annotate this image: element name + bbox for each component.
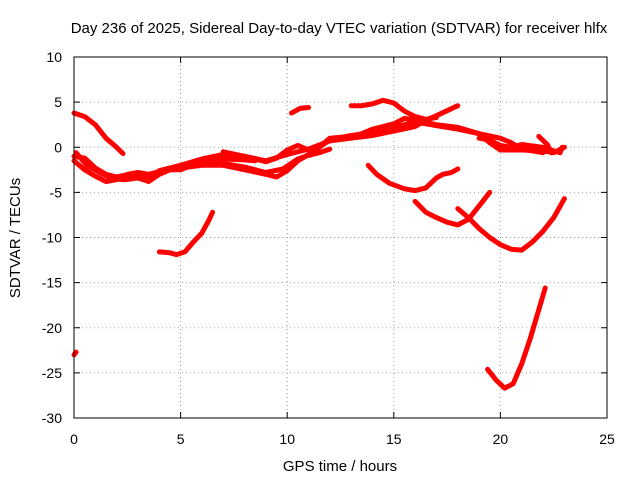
y-tick-label: -15 bbox=[42, 275, 62, 291]
y-tick-label: -10 bbox=[42, 230, 62, 246]
y-tick-labels: 10 5 0 -5 -10 -15 -20 -25 -30 bbox=[42, 49, 62, 426]
x-tick-label: 20 bbox=[493, 431, 509, 447]
series-track-9 bbox=[316, 115, 567, 156]
y-tick-label: 10 bbox=[46, 49, 62, 65]
series-track-13 bbox=[536, 133, 555, 156]
y-tick-label: -5 bbox=[50, 184, 63, 200]
y-tick-label: 5 bbox=[54, 94, 62, 110]
series-track-17 bbox=[455, 196, 567, 253]
y-tick-label: 0 bbox=[54, 139, 62, 155]
series-track-12 bbox=[348, 97, 439, 122]
series-track-10 bbox=[476, 135, 565, 156]
y-axis-title: SDTVAR / TECUs bbox=[7, 178, 24, 298]
series-track-15 bbox=[365, 162, 461, 194]
chart-title: Day 236 of 2025, Sidereal Day-to-day VTE… bbox=[71, 20, 608, 37]
series-track-14 bbox=[156, 209, 216, 258]
y-tick-label: -30 bbox=[42, 410, 62, 426]
x-tick-label: 0 bbox=[70, 431, 78, 447]
series-track-1 bbox=[71, 110, 126, 157]
tick-marks bbox=[73, 56, 608, 419]
series-track-16 bbox=[412, 189, 493, 228]
y-tick-label: -20 bbox=[42, 320, 62, 336]
series-track-4 bbox=[73, 150, 205, 184]
series-track-11 bbox=[289, 105, 311, 116]
x-tick-label: 5 bbox=[177, 431, 185, 447]
x-tick-label: 15 bbox=[386, 431, 402, 447]
series-track-18 bbox=[485, 285, 548, 391]
x-tick-label: 10 bbox=[279, 431, 295, 447]
data-series bbox=[71, 97, 567, 391]
x-tick-label: 25 bbox=[599, 431, 615, 447]
y-tick-label: -25 bbox=[42, 365, 62, 381]
x-axis-title: GPS time / hours bbox=[283, 458, 397, 475]
x-tick-labels: 0 5 10 15 20 25 bbox=[70, 431, 615, 447]
